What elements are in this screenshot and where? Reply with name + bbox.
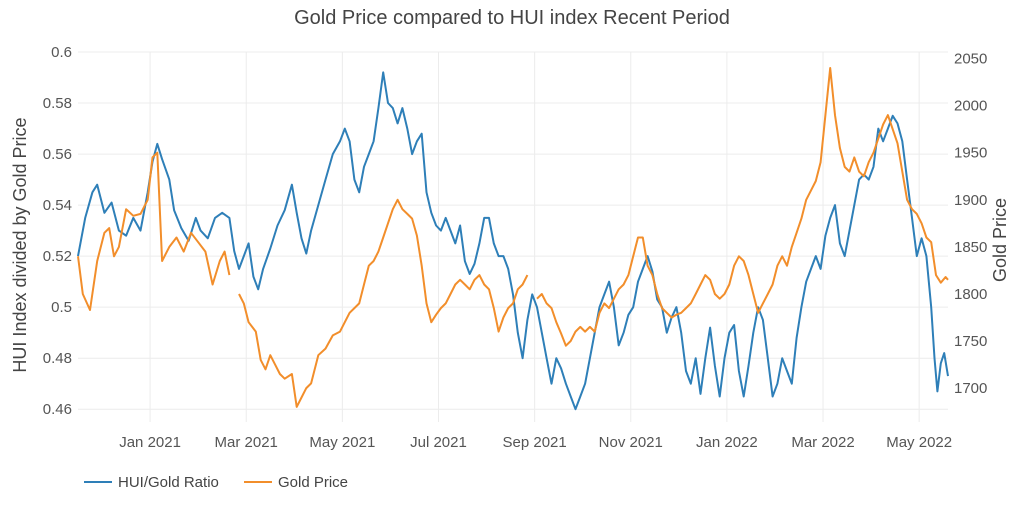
y-left-tick-label: 0.56 bbox=[43, 146, 72, 163]
y-right-tick-label: 2000 bbox=[954, 98, 987, 115]
y-left-tick-label: 0.6 bbox=[51, 44, 72, 61]
x-tick-label: Mar 2021 bbox=[215, 434, 278, 451]
y-right-tick-label: 1800 bbox=[954, 286, 987, 303]
y-left-tick-label: 0.54 bbox=[43, 197, 72, 214]
grid-layer bbox=[78, 51, 948, 422]
y-left-tick-label: 0.58 bbox=[43, 95, 72, 112]
x-tick-label: Jul 2021 bbox=[410, 434, 467, 451]
tick-layer: 0.46 0.48 0.5 0.52 0.54 0.56 0.58 0.6 1700 1750 18… bbox=[43, 44, 988, 451]
y-right-tick-label: 2050 bbox=[954, 51, 987, 68]
y-right-tick-label: 1700 bbox=[954, 380, 987, 397]
x-tick-label: Nov 2021 bbox=[599, 434, 663, 451]
y-left-tick-label: 0.5 bbox=[51, 299, 72, 316]
x-tick-label: Jan 2022 bbox=[696, 434, 758, 451]
series-line-gold-price bbox=[77, 67, 949, 408]
y-left-tick-label: 0.46 bbox=[43, 401, 72, 418]
y-right-tick-label: 1950 bbox=[954, 145, 987, 162]
x-tick-label: May 2021 bbox=[309, 434, 375, 451]
x-tick-label: May 2022 bbox=[886, 434, 952, 451]
x-tick-label: Mar 2022 bbox=[791, 434, 854, 451]
chart-title: Gold Price compared to HUI index Recent … bbox=[294, 7, 730, 29]
legend: HUI/Gold Ratio Gold Price bbox=[84, 474, 348, 491]
y-left-tick-label: 0.48 bbox=[43, 350, 72, 367]
y-right-tick-label: 1900 bbox=[954, 192, 987, 209]
right-axis-title: Gold Price bbox=[990, 198, 1010, 282]
x-tick-label: Jan 2021 bbox=[119, 434, 181, 451]
y-right-tick-label: 1850 bbox=[954, 239, 987, 256]
y-left-tick-label: 0.52 bbox=[43, 248, 72, 265]
legend-label-gold[interactable]: Gold Price bbox=[278, 474, 348, 491]
left-axis-title: HUI Index divided by Gold Price bbox=[10, 117, 30, 372]
legend-label-hui[interactable]: HUI/Gold Ratio bbox=[118, 474, 219, 491]
y-right-tick-label: 1750 bbox=[954, 333, 987, 350]
series-line-hui-gold-ratio bbox=[77, 71, 949, 411]
x-tick-label: Sep 2021 bbox=[503, 434, 567, 451]
series-layer bbox=[77, 67, 949, 411]
